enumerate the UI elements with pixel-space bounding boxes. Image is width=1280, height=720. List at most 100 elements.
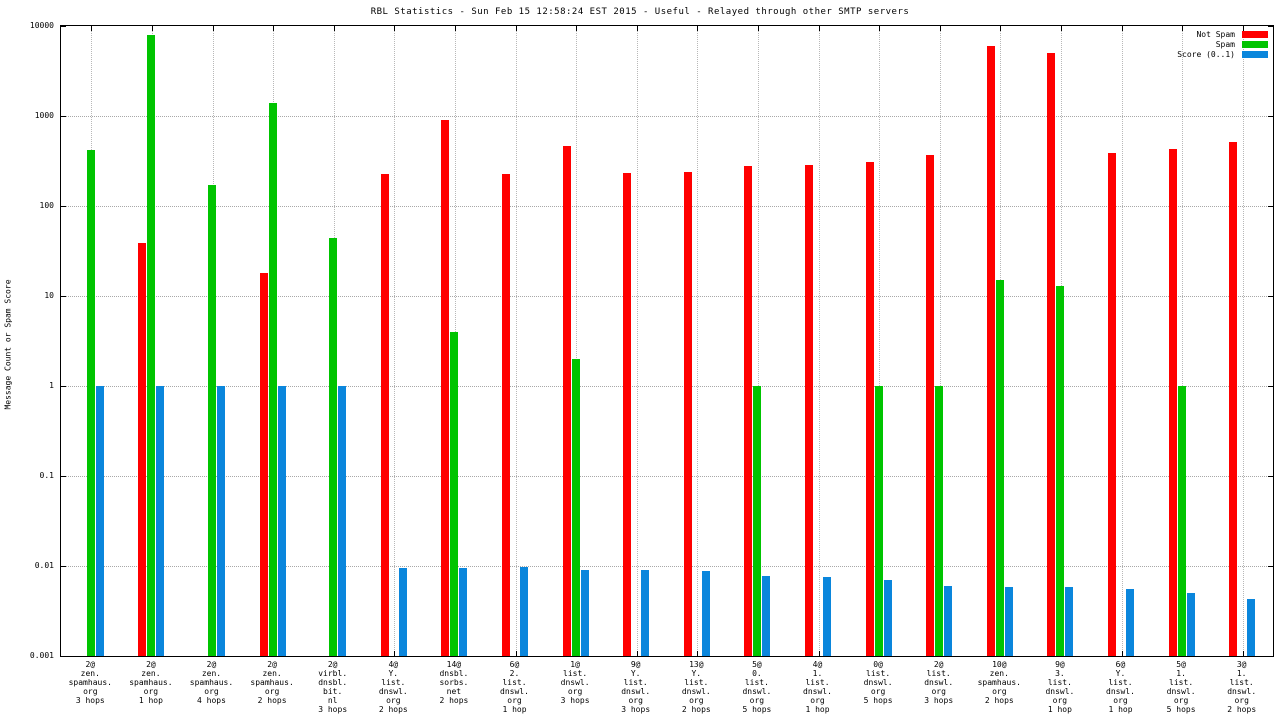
bar-score-0-1 bbox=[762, 576, 771, 656]
bar-not-spam bbox=[380, 174, 389, 656]
y-tick-mark bbox=[61, 116, 66, 117]
h-gridline bbox=[61, 116, 1273, 117]
v-gridline bbox=[879, 26, 881, 656]
bar-spam bbox=[571, 358, 580, 656]
x-tick-label: 10@ zen. spamhaus. org 2 hops bbox=[977, 660, 1021, 705]
legend-swatch bbox=[1242, 50, 1268, 58]
x-tick-label: 5@ 1. list. dnswl. org 5 hops bbox=[1166, 660, 1196, 714]
bar-score-0-1 bbox=[1065, 587, 1074, 656]
x-tick-mark bbox=[333, 26, 335, 31]
x-tick-label: 9@ Y. list. dnswl. org 3 hops bbox=[621, 660, 651, 714]
x-tick-label: 2@ list. dnswl. org 3 hops bbox=[924, 660, 954, 705]
x-tick-mark bbox=[515, 26, 517, 31]
v-gridline bbox=[394, 26, 396, 656]
x-tick-label: 2@ virbl. dnsbl. bit. nl 3 hops bbox=[318, 660, 348, 714]
x-tick-label: 9@ 3. list. dnswl. org 1 hop bbox=[1045, 660, 1075, 714]
x-tick-mark bbox=[636, 26, 638, 31]
x-tick-label: 5@ 0. list. dnswl. org 5 hops bbox=[742, 660, 772, 714]
bar-spam bbox=[995, 280, 1004, 656]
bar-not-spam bbox=[865, 162, 874, 656]
bar-not-spam bbox=[1108, 152, 1116, 656]
legend-label: Spam bbox=[1215, 39, 1235, 49]
bar-spam bbox=[86, 149, 95, 656]
bar-not-spam bbox=[1168, 148, 1177, 656]
bar-spam bbox=[147, 34, 156, 656]
x-tick-mark bbox=[1242, 26, 1244, 31]
y-tick-mark bbox=[1268, 206, 1273, 207]
y-tick-label: 0.01 bbox=[34, 561, 54, 570]
legend-label: Not Spam bbox=[1196, 29, 1235, 39]
h-gridline bbox=[61, 206, 1273, 207]
y-tick-mark bbox=[1268, 386, 1273, 387]
bar-score-0-1 bbox=[95, 386, 104, 656]
x-tick-mark bbox=[394, 26, 396, 31]
bar-score-0-1 bbox=[580, 570, 589, 656]
x-tick-mark bbox=[1182, 26, 1184, 31]
h-gridline bbox=[61, 476, 1273, 477]
legend-entry: Spam bbox=[1177, 39, 1268, 49]
bar-score-0-1 bbox=[641, 570, 650, 656]
x-tick-label: 0@ list. dnswl. org 5 hops bbox=[863, 660, 893, 705]
x-tick-mark bbox=[91, 26, 93, 31]
x-tick-mark bbox=[1242, 651, 1244, 656]
bar-not-spam bbox=[986, 45, 995, 656]
bar-score-0-1 bbox=[217, 386, 225, 656]
bar-score-0-1 bbox=[156, 386, 165, 656]
legend-label: Score (0..1) bbox=[1177, 49, 1235, 59]
h-gridline bbox=[61, 566, 1273, 567]
y-tick-mark bbox=[61, 386, 66, 387]
bar-spam bbox=[753, 386, 762, 656]
chart-title: RBL Statistics - Sun Feb 15 12:58:24 EST… bbox=[370, 7, 910, 17]
x-tick-label: 2@ zen. spamhaus. org 4 hops bbox=[189, 660, 234, 705]
y-tick-mark bbox=[61, 26, 66, 27]
bar-not-spam bbox=[805, 165, 813, 656]
x-tick-mark bbox=[879, 26, 881, 31]
x-tick-label: 13@ Y. list. dnswl. org 2 hops bbox=[681, 660, 711, 714]
y-tick-mark bbox=[1268, 116, 1273, 117]
x-tick-mark bbox=[151, 26, 153, 31]
bar-spam bbox=[935, 386, 944, 656]
y-tick-mark bbox=[61, 206, 66, 207]
x-tick-label: 3@ 1. list. dnswl. org 2 hops bbox=[1227, 660, 1257, 714]
bar-not-spam bbox=[562, 145, 571, 656]
h-gridline bbox=[61, 296, 1273, 297]
h-gridline bbox=[61, 386, 1273, 387]
bar-score-0-1 bbox=[1186, 593, 1195, 656]
bar-score-0-1 bbox=[398, 568, 407, 656]
bar-score-0-1 bbox=[1004, 587, 1013, 656]
x-tick-mark bbox=[1121, 651, 1123, 656]
bar-not-spam bbox=[259, 273, 268, 656]
bar-score-0-1 bbox=[883, 579, 892, 656]
bar-spam bbox=[208, 185, 216, 656]
legend-swatch bbox=[1242, 30, 1268, 38]
x-tick-mark bbox=[1000, 26, 1002, 31]
bar-not-spam bbox=[744, 166, 753, 656]
bar-not-spam bbox=[926, 154, 935, 656]
y-tick-mark bbox=[1268, 26, 1273, 27]
bar-not-spam bbox=[441, 120, 450, 656]
x-tick-label: 14@ dnsbl. sorbs. net 2 hops bbox=[439, 660, 469, 705]
v-gridline bbox=[818, 26, 820, 656]
bar-not-spam bbox=[138, 242, 147, 656]
v-gridline bbox=[636, 26, 638, 656]
y-tick-label: 10 bbox=[44, 291, 54, 300]
bar-score-0-1 bbox=[1126, 589, 1134, 656]
x-tick-mark bbox=[576, 26, 578, 31]
y-tick-mark bbox=[1268, 656, 1273, 657]
v-gridline bbox=[576, 26, 578, 656]
y-tick-mark bbox=[61, 296, 66, 297]
bar-score-0-1 bbox=[701, 570, 710, 656]
y-tick-label: 0.1 bbox=[39, 471, 54, 480]
bar-score-0-1 bbox=[520, 566, 528, 656]
x-tick-mark bbox=[212, 26, 214, 31]
x-tick-mark bbox=[939, 26, 941, 31]
x-tick-mark bbox=[757, 26, 759, 31]
x-tick-label: 6@ 2. list. dnswl. org 1 hop bbox=[500, 660, 529, 714]
y-tick-mark bbox=[1268, 566, 1273, 567]
legend-entry: Score (0..1) bbox=[1177, 49, 1268, 59]
x-tick-label: 2@ zen. spamhaus. org 1 hop bbox=[129, 660, 173, 705]
x-tick-mark bbox=[818, 651, 820, 656]
bar-spam bbox=[1177, 386, 1186, 656]
bar-spam bbox=[450, 331, 459, 656]
